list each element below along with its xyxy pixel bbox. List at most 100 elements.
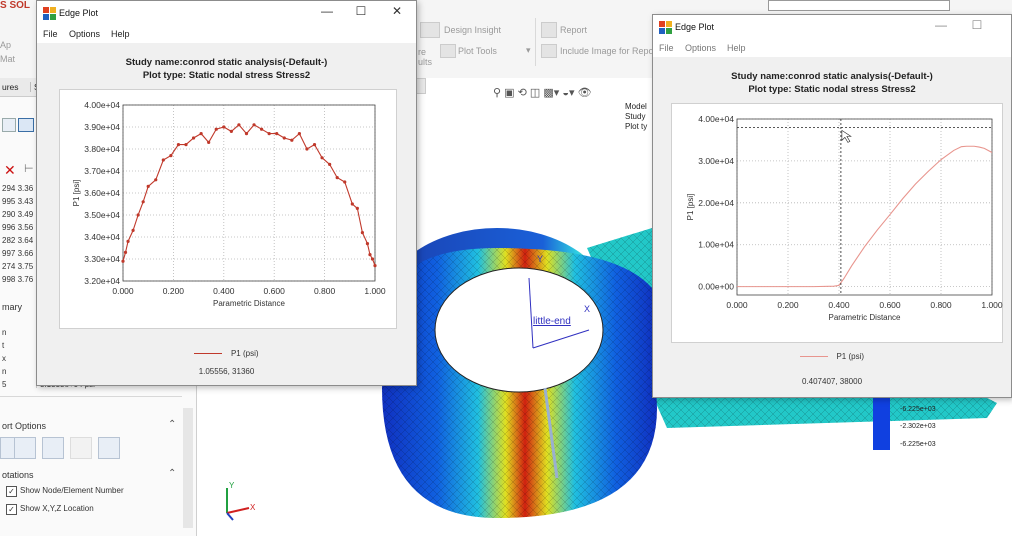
y-tick-label: 3.60e+04 [84,188,120,198]
data-point [237,123,241,127]
x-axis-label: Parametric Distance [828,313,901,322]
y-tick-label: 3.70e+04 [84,166,120,176]
tab-features[interactable]: ures [2,82,19,92]
data-point [207,140,211,144]
menu-file[interactable]: File [43,29,58,39]
cursor-readout: 1.05556, 31360 [198,367,255,376]
edge-plot-window-2[interactable]: Edge Plot — ☐ File Options Help Study na… [652,14,1012,398]
edge-plot-window-1[interactable]: Edge Plot — ☐ ✕ File Options Help Study … [36,0,417,386]
list-item: 998 3.76 [2,275,34,284]
report-button[interactable]: Report [560,25,588,35]
show-node-checkbox[interactable]: ✓ Show Node/Element Number [6,486,124,497]
menu-options[interactable]: Options [685,43,717,53]
heads-up-toolbar[interactable]: ⚲ ▣ ⟲ ◫ ▩▾ ◒▾ 👁 [493,86,592,99]
data-point [184,143,188,147]
list-view-icon[interactable] [18,118,34,132]
menu-bar: File Options Help [653,41,1011,57]
data-point [290,138,294,142]
menu-options[interactable]: Options [69,29,101,39]
search-input[interactable] [768,0,950,11]
list-item: 294 3.36 [2,184,34,193]
display-style-icon[interactable]: ◒▾ [562,87,575,99]
data-point [154,178,158,182]
design-insight-icon [420,22,440,38]
chevron-up-icon[interactable]: ⌃ [168,468,177,479]
data-point [365,242,370,246]
menu-file[interactable]: File [659,43,674,53]
chart-icon[interactable] [42,437,64,459]
data-point [136,213,140,217]
ribbon-separator [535,18,536,66]
close-icon[interactable]: ✕ [4,162,16,178]
checkbox-icon[interactable]: ✓ [6,486,17,497]
edge-plot-chart-2[interactable]: 4.00e+04 3.00e+04 2.00e+04 1.00e+04 0.00e+00… [653,57,1011,397]
x-tick-label: 0.200 [777,300,799,310]
panel-scrollbar[interactable] [183,408,193,528]
title-bar[interactable]: Edge Plot — ☐ ✕ [37,1,416,27]
app-icon [43,7,56,20]
section-view-icon[interactable]: ◫ [529,87,541,99]
ribbon-fragment-1[interactable]: Ap [0,40,12,50]
zoom-to-fit-icon[interactable]: ⚲ [493,87,502,99]
stress-legend-bar [873,398,890,450]
minimize-icon[interactable]: — [321,4,333,18]
data-point [260,127,264,131]
plot-type-title: Plot type: Static nodal stress Stress2 [748,84,916,95]
chevron-up-icon[interactable]: ⌃ [168,419,177,430]
title-bar[interactable]: Edge Plot — ☐ [653,15,1011,41]
design-insight-button[interactable]: Design Insight [444,25,502,35]
legend-value: -6.225e+03 [900,441,936,448]
data-point [169,154,173,158]
ribbon-fragment-2[interactable]: Mat [0,54,16,64]
brand-logo: S SOL [0,0,31,11]
info-line: Study [625,112,646,121]
mouse-pointer-icon [841,129,852,143]
plot-tools-button[interactable]: Plot Tools [458,46,497,56]
menu-help[interactable]: Help [727,43,746,53]
save-data-icon[interactable] [14,437,36,459]
data-point [328,162,332,166]
data-point [244,132,249,136]
y-axis-label: P1 [psi] [72,180,81,207]
y-tick-label: 3.00e+04 [698,156,734,166]
view-orientation-icon[interactable]: ▩▾ [543,87,560,99]
pin-icon[interactable]: ⊢ [24,163,34,175]
local-x-axis [532,329,590,349]
data-point [146,184,150,188]
edge-plot-chart-1[interactable]: 4.00e+04 3.90e+04 3.80e+04 3.70e+04 3.60e+04… [37,43,416,385]
data-point [214,127,218,131]
previous-view-icon[interactable]: ⟲ [517,87,527,99]
close-icon[interactable]: ✕ [391,4,403,18]
x-tick-label: 1.000 [981,300,1003,310]
list-item: 282 3.64 [2,236,34,245]
data-point [222,125,226,129]
y-tick-label: 3.80e+04 [84,144,120,154]
export-icon[interactable] [98,437,120,459]
hide-show-icon[interactable]: 👁 [577,87,592,99]
legend-label: P1 (psi) [230,349,259,358]
panel-toggle-icon[interactable] [2,118,16,132]
include-image-button[interactable]: Include Image for Repo [560,46,654,56]
data-point [305,147,309,151]
viewport-info: Model Study Plot ty [625,102,647,132]
zoom-area-icon[interactable]: ▣ [504,87,515,99]
triad-x-label: X [250,503,256,512]
maximize-icon[interactable]: ☐ [971,18,983,32]
data-point [320,156,324,160]
x-tick-label: 0.600 [879,300,901,310]
data-point [131,228,135,232]
data-point [343,180,347,184]
data-point [335,176,339,180]
plot-type-title: Plot type: Static nodal stress Stress2 [142,70,311,81]
data-point [229,129,233,133]
menu-help[interactable]: Help [111,29,130,39]
maximize-icon[interactable]: ☐ [355,4,367,18]
minimize-icon[interactable]: — [935,18,947,32]
chevron-down-icon[interactable]: ▾ [526,45,531,55]
report-icon [541,22,557,38]
checkbox-icon[interactable]: ✓ [6,504,17,515]
triad-x [226,507,250,514]
data-point [191,136,196,140]
y-tick-label: 1.00e+04 [698,240,734,250]
show-xyz-checkbox[interactable]: ✓ Show X,Y,Z Location [6,504,94,515]
